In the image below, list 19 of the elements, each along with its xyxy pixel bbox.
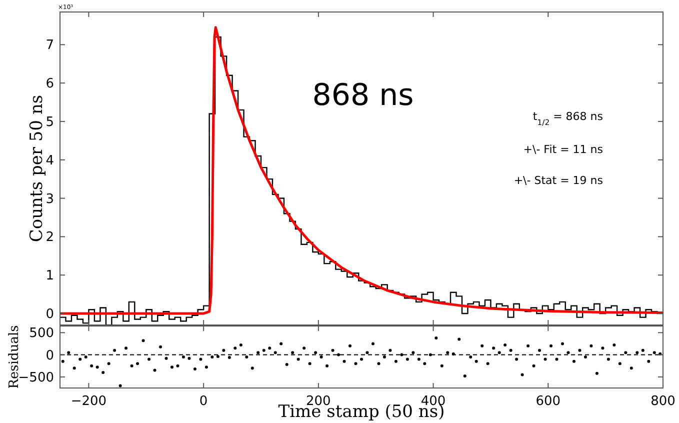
y-tick-label: 6 — [46, 76, 54, 92]
y-tick-label: 7 — [46, 38, 54, 54]
y-tick-label: 4 — [46, 153, 54, 168]
x-tick-label: 0 — [199, 394, 208, 409]
annotation: +\- Fit = 11 ns — [523, 143, 604, 156]
y-tick-label: 0 — [46, 348, 54, 364]
y-tick-label: 0 — [46, 306, 54, 322]
y-tick-label: 500 — [29, 326, 54, 342]
y-tick-label: 3 — [46, 192, 54, 207]
y-tick-label: 5 — [46, 114, 54, 130]
y-tick-label: 1 — [46, 268, 54, 284]
x-tick-label: 600 — [536, 394, 561, 409]
annotation: t$_{1/2}$ = 868 ns — [532, 110, 604, 126]
annotation: +\- Stat = 19 ns — [514, 174, 604, 187]
y-axis-title: Counts per 50 ns — [27, 94, 47, 242]
y-tick-label: 2 — [46, 230, 54, 246]
annotation: 868 ns — [312, 78, 414, 113]
x-tick-label: 800 — [650, 394, 676, 409]
x-tick-label: −200 — [70, 394, 107, 409]
